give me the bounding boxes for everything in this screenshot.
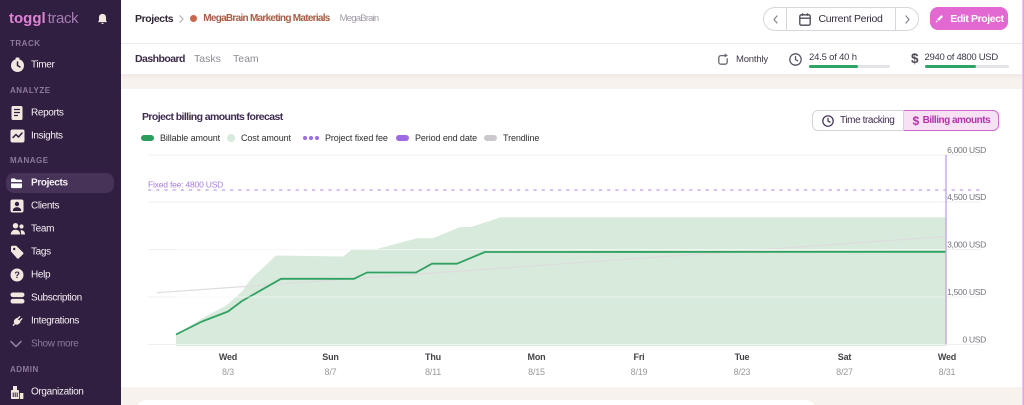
svg-text:0 USD: 0 USD <box>962 335 986 345</box>
svg-text:Sat: Sat <box>838 352 852 362</box>
svg-text:Fixed fee: 4800 USD: Fixed fee: 4800 USD <box>148 180 223 190</box>
svg-text:Tue: Tue <box>735 352 750 362</box>
svg-text:1,500 USD: 1,500 USD <box>947 287 986 297</box>
svg-text:Mon: Mon <box>528 352 546 362</box>
svg-text:Sun: Sun <box>322 352 338 362</box>
svg-text:Wed: Wed <box>219 352 237 362</box>
svg-text:Fri: Fri <box>634 352 645 362</box>
svg-text:4,500 USD: 4,500 USD <box>947 192 986 202</box>
svg-text:8/19: 8/19 <box>631 367 648 377</box>
svg-text:8/7: 8/7 <box>325 367 337 377</box>
svg-text:8/11: 8/11 <box>425 367 441 377</box>
svg-text:3,000 USD: 3,000 USD <box>947 240 986 250</box>
svg-text:Wed: Wed <box>938 352 956 362</box>
svg-text:8/31: 8/31 <box>939 367 956 377</box>
svg-text:?: ? <box>14 270 19 280</box>
svg-text:8/23: 8/23 <box>734 367 751 377</box>
svg-text:8/15: 8/15 <box>528 367 545 377</box>
svg-text:8/3: 8/3 <box>222 367 234 377</box>
svg-text:Thu: Thu <box>425 352 441 362</box>
svg-text:6,000 USD: 6,000 USD <box>947 145 986 155</box>
svg-text:8/27: 8/27 <box>836 367 853 377</box>
